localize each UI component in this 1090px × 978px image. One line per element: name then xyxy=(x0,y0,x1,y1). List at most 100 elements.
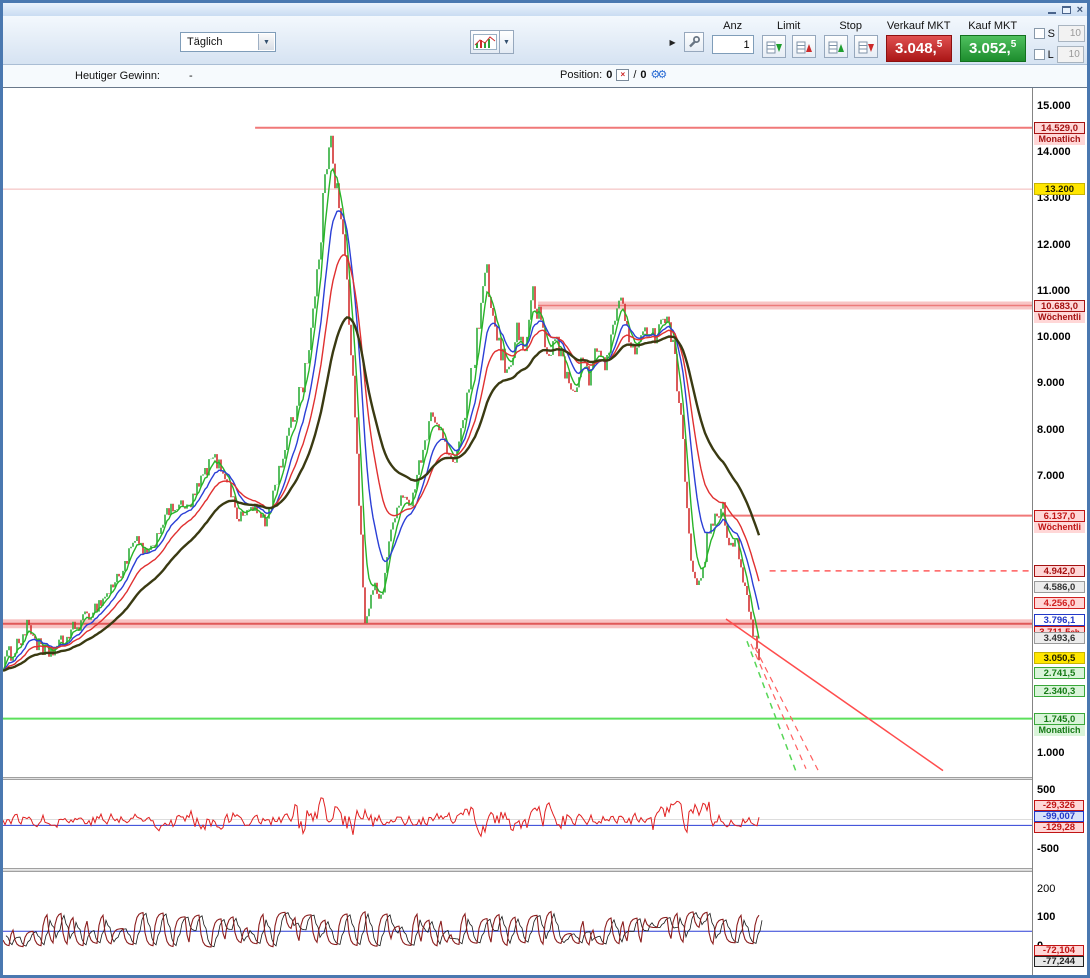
sell-stop-icon xyxy=(858,41,874,53)
sell-market-label: Verkauf MKT xyxy=(886,20,951,32)
price-level-label: 3.493,6 xyxy=(1034,631,1085,644)
title-bar: × xyxy=(3,3,1087,16)
oscillator2-value-label: -72,104 xyxy=(1034,945,1084,956)
buy-limit-button[interactable] xyxy=(761,35,786,58)
position-label: Position: xyxy=(560,69,603,81)
limit-group: Limit xyxy=(761,20,816,58)
buy-price: 3.052, xyxy=(969,40,1011,57)
stop-group: Stop xyxy=(823,20,878,58)
price-level-label: 4.256,0 xyxy=(1034,596,1085,609)
wrench-icon xyxy=(688,36,700,48)
buy-limit-icon xyxy=(766,41,782,53)
price-tick-label: 8.000 xyxy=(1037,423,1065,436)
chart-thumbnail-icon xyxy=(470,30,500,54)
oscillator-pane-2[interactable] xyxy=(3,872,1032,975)
timeframe-select[interactable]: Täglich ▼ xyxy=(180,32,276,52)
price-tick-label: 10.000 xyxy=(1037,331,1071,344)
chart-type-button[interactable]: ▼ xyxy=(470,30,514,54)
timeframe-value: Täglich xyxy=(187,36,223,48)
l-checkbox[interactable] xyxy=(1033,49,1045,60)
level-period-label: Wöchentli xyxy=(1034,521,1085,533)
quantity-group: Anz xyxy=(711,20,754,54)
oscillator1-tick-label: -500 xyxy=(1037,843,1060,855)
price-level-label: 6.137,0 xyxy=(1034,509,1085,522)
buy-market-label: Kauf MKT xyxy=(968,20,1018,32)
oscillator1-value-label: -129,28 xyxy=(1034,822,1084,833)
buy-stop-icon xyxy=(828,41,844,53)
price-level-label: 13.200 xyxy=(1034,183,1085,196)
toolbar: Täglich ▼ ▼ ▶ Anz Limit xyxy=(3,16,1087,65)
close-position-icon[interactable]: × xyxy=(616,69,630,81)
sell-limit-button[interactable] xyxy=(791,35,816,58)
price-tick-label: 1.000 xyxy=(1037,747,1065,759)
trading-window: × Täglich ▼ ▼ ▶ Anz Limit xyxy=(3,3,1087,975)
price-tick-label: 9.000 xyxy=(1037,377,1065,390)
main-price-chart[interactable] xyxy=(3,88,1032,777)
position-value: 0 xyxy=(606,69,613,81)
price-tick-label: 7.000 xyxy=(1037,469,1065,482)
oscillator2-tick-label: 200 xyxy=(1037,882,1056,895)
chart-region: 15.000 14.000 13.000 12.000 11.000 10.000 9.00… xyxy=(3,88,1087,975)
position-settings-gear-icon[interactable]: ⚙⚙ xyxy=(650,69,668,81)
price-level-label: 4.942,0 xyxy=(1034,564,1085,577)
price-level-label: 1.745,0 xyxy=(1034,712,1085,725)
s-label: S xyxy=(1047,27,1055,40)
stop-label: Stop xyxy=(839,20,862,32)
level-period-label: Monatlich xyxy=(1034,724,1085,736)
info-bar: Heutiger Gewinn: - Position: 0 × / 0 ⚙⚙ xyxy=(3,65,1087,88)
price-level-label: 3.050,5 xyxy=(1034,652,1085,665)
price-level-label: 14.529,0 xyxy=(1034,121,1085,134)
price-level-label: 3.796,1 xyxy=(1034,613,1085,626)
s-checkbox[interactable] xyxy=(1033,28,1045,39)
level-period-label: Monatlich xyxy=(1034,133,1085,145)
sell-market-group: Verkauf MKT 3.048, 5 xyxy=(885,20,952,62)
minimize-icon[interactable] xyxy=(1047,11,1056,14)
l-ticks-input[interactable] xyxy=(1056,46,1084,63)
price-tick-label: 12.000 xyxy=(1037,238,1071,251)
price-tick-label: 15.000 xyxy=(1037,100,1071,112)
order-entry-cluster: ▶ Anz Limit Stop xyxy=(669,20,1085,63)
buy-market-button[interactable]: 3.052, 5 xyxy=(959,35,1026,62)
settings-wrench-button[interactable] xyxy=(683,32,704,52)
chevron-down-icon[interactable]: ▼ xyxy=(258,34,274,50)
pane-splitter[interactable] xyxy=(3,777,1087,780)
bracket-group: S L xyxy=(1033,20,1085,63)
price-tick-label: 13.000 xyxy=(1037,192,1071,205)
price-level-label: 2.340,3 xyxy=(1034,685,1085,698)
expand-arrow-icon[interactable]: ▶ xyxy=(669,38,676,47)
restore-icon[interactable] xyxy=(1061,5,1071,14)
todays-profit-label: Heutiger Gewinn: xyxy=(75,70,160,82)
buy-price-fraction: 5 xyxy=(1010,39,1017,50)
oscillator1-value-label: -29,326 xyxy=(1034,800,1084,811)
oscillator1-tick-label: 500 xyxy=(1037,784,1056,796)
oscillator-pane-1[interactable] xyxy=(3,780,1032,868)
sell-limit-icon xyxy=(796,41,812,53)
price-level-label: 4.586,0 xyxy=(1034,581,1085,594)
todays-profit-value: - xyxy=(189,70,193,82)
sell-price: 3.048, xyxy=(895,40,937,57)
price-level-label: 10.683,0 xyxy=(1034,299,1085,312)
price-tick-label: 14.000 xyxy=(1037,146,1071,159)
s-ticks-input[interactable] xyxy=(1058,25,1085,42)
buy-stop-button[interactable] xyxy=(823,35,848,58)
oscillator1-value-label: -99,007 xyxy=(1034,811,1084,822)
limit-label: Limit xyxy=(777,20,801,32)
quantity-label: Anz xyxy=(723,20,743,32)
quantity-input[interactable] xyxy=(711,35,754,54)
price-tick-label: 11.000 xyxy=(1037,284,1071,297)
sell-stop-button[interactable] xyxy=(853,35,878,58)
oscillator2-tick-label: 100 xyxy=(1037,911,1056,923)
pending-orders-value: 0 xyxy=(640,69,647,81)
sell-market-button[interactable]: 3.048, 5 xyxy=(885,35,952,62)
close-icon[interactable]: × xyxy=(1076,3,1083,16)
buy-market-group: Kauf MKT 3.052, 5 xyxy=(959,20,1026,62)
price-axis[interactable]: 15.000 14.000 13.000 12.000 11.000 10.000 9.00… xyxy=(1032,88,1087,975)
oscillator2-value-label: -77,244 xyxy=(1034,956,1084,967)
level-period-label: Wöchentli xyxy=(1034,311,1085,323)
sell-price-fraction: 5 xyxy=(936,39,943,50)
chevron-down-icon[interactable]: ▼ xyxy=(500,30,514,54)
price-level-label: 2.741,5 xyxy=(1034,666,1085,679)
position-separator: / xyxy=(633,69,637,81)
l-label: L xyxy=(1047,48,1054,61)
pane-splitter[interactable] xyxy=(3,868,1087,872)
